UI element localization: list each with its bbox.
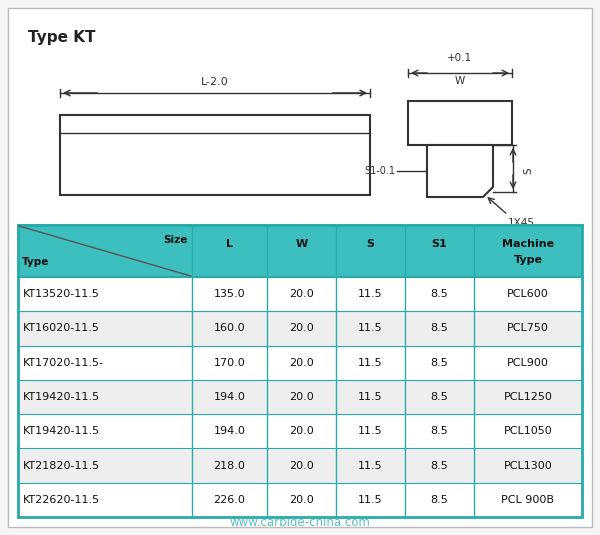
Text: 11.5: 11.5 bbox=[358, 426, 383, 436]
Text: 11.5: 11.5 bbox=[358, 289, 383, 299]
Text: 160.0: 160.0 bbox=[214, 324, 245, 333]
Text: Size: Size bbox=[163, 235, 188, 245]
Text: PCL1250: PCL1250 bbox=[503, 392, 553, 402]
Text: KT16020-11.5: KT16020-11.5 bbox=[23, 324, 100, 333]
Text: KT22620-11.5: KT22620-11.5 bbox=[23, 495, 100, 505]
FancyBboxPatch shape bbox=[8, 8, 592, 527]
Bar bbox=[60, 115, 370, 195]
Text: 8.5: 8.5 bbox=[430, 289, 448, 299]
Text: S1-0.1: S1-0.1 bbox=[364, 166, 395, 176]
Text: PCL1300: PCL1300 bbox=[503, 461, 552, 471]
Text: L-2.0: L-2.0 bbox=[201, 77, 229, 87]
Text: 20.0: 20.0 bbox=[289, 461, 314, 471]
Text: 11.5: 11.5 bbox=[358, 461, 383, 471]
Text: 226.0: 226.0 bbox=[214, 495, 245, 505]
Text: Type: Type bbox=[22, 257, 49, 267]
Bar bbox=[18, 346, 582, 380]
Text: S1: S1 bbox=[431, 239, 447, 249]
Text: +0.1: +0.1 bbox=[448, 53, 473, 63]
Text: 8.5: 8.5 bbox=[430, 426, 448, 436]
Text: 135.0: 135.0 bbox=[214, 289, 245, 299]
Polygon shape bbox=[427, 145, 493, 197]
Bar bbox=[18, 414, 582, 448]
Text: 11.5: 11.5 bbox=[358, 392, 383, 402]
Text: 20.0: 20.0 bbox=[289, 289, 314, 299]
Text: 170.0: 170.0 bbox=[214, 358, 245, 368]
Text: L: L bbox=[226, 239, 233, 249]
Bar bbox=[18, 225, 582, 517]
Text: KT19420-11.5: KT19420-11.5 bbox=[23, 392, 100, 402]
Bar bbox=[18, 225, 582, 277]
Text: KT21820-11.5: KT21820-11.5 bbox=[23, 461, 100, 471]
Text: 20.0: 20.0 bbox=[289, 495, 314, 505]
Text: 20.0: 20.0 bbox=[289, 324, 314, 333]
Text: W: W bbox=[296, 239, 308, 249]
Text: Machine: Machine bbox=[502, 239, 554, 249]
Bar bbox=[18, 380, 582, 414]
Text: PCL900: PCL900 bbox=[507, 358, 549, 368]
Text: Type: Type bbox=[514, 255, 542, 265]
Text: 11.5: 11.5 bbox=[358, 495, 383, 505]
Text: 194.0: 194.0 bbox=[214, 392, 245, 402]
Text: PCL 900B: PCL 900B bbox=[502, 495, 554, 505]
Text: 8.5: 8.5 bbox=[430, 495, 448, 505]
Text: 11.5: 11.5 bbox=[358, 324, 383, 333]
Bar bbox=[18, 448, 582, 483]
Text: KT19420-11.5: KT19420-11.5 bbox=[23, 426, 100, 436]
Bar bbox=[18, 311, 582, 346]
Text: 8.5: 8.5 bbox=[430, 324, 448, 333]
Text: PCL750: PCL750 bbox=[507, 324, 549, 333]
Text: 1X45: 1X45 bbox=[508, 218, 535, 228]
Text: W: W bbox=[455, 76, 465, 86]
Text: 8.5: 8.5 bbox=[430, 392, 448, 402]
Text: 194.0: 194.0 bbox=[214, 426, 245, 436]
Text: 20.0: 20.0 bbox=[289, 358, 314, 368]
Text: 8.5: 8.5 bbox=[430, 461, 448, 471]
Text: KT13520-11.5: KT13520-11.5 bbox=[23, 289, 100, 299]
Bar bbox=[18, 277, 582, 311]
Text: PCL1050: PCL1050 bbox=[503, 426, 552, 436]
Text: KT17020-11.5-: KT17020-11.5- bbox=[23, 358, 104, 368]
Text: 218.0: 218.0 bbox=[214, 461, 245, 471]
Text: www.carbide-china.com: www.carbide-china.com bbox=[230, 516, 370, 529]
Text: 20.0: 20.0 bbox=[289, 392, 314, 402]
Text: 11.5: 11.5 bbox=[358, 358, 383, 368]
Text: S: S bbox=[523, 167, 533, 174]
Text: 8.5: 8.5 bbox=[430, 358, 448, 368]
Text: PCL600: PCL600 bbox=[507, 289, 549, 299]
Text: 20.0: 20.0 bbox=[289, 426, 314, 436]
Text: Type KT: Type KT bbox=[28, 30, 95, 45]
Text: S: S bbox=[367, 239, 374, 249]
Bar bbox=[18, 483, 582, 517]
Bar bbox=[408, 101, 512, 145]
